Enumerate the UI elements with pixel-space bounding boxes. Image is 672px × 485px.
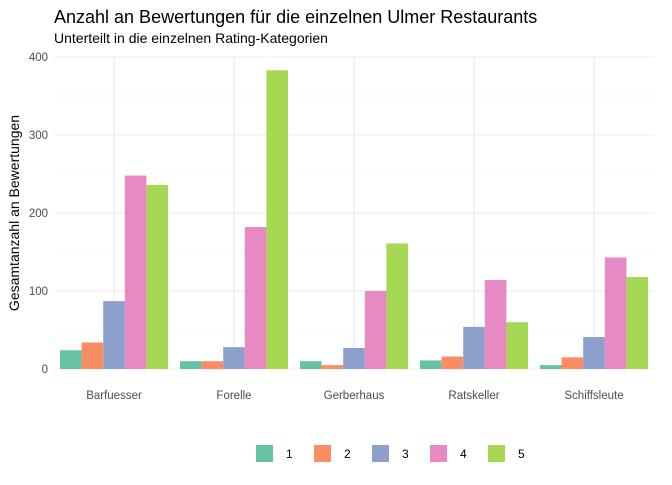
legend-label: 4: [460, 447, 467, 461]
y-tick-label: 200: [29, 208, 48, 220]
bars: [60, 70, 648, 369]
bar: [244, 227, 267, 369]
bar: [420, 360, 442, 369]
bar: [561, 357, 584, 369]
legend-label: 3: [402, 447, 409, 461]
x-tick-label: Ratskeller: [448, 390, 499, 402]
bar: [484, 280, 507, 369]
bar: [146, 184, 168, 369]
bar: [364, 291, 387, 369]
bar: [300, 361, 322, 369]
legend-label: 5: [518, 447, 525, 461]
bar: [463, 326, 485, 369]
y-tick-label: 100: [29, 286, 48, 298]
bar: [626, 276, 648, 369]
y-tick-label: 0: [42, 364, 48, 376]
legend: 1 2 3 4 5: [256, 445, 525, 462]
x-tick-label: Schiffsleute: [564, 390, 623, 402]
bar: [343, 347, 365, 369]
legend-key: [256, 445, 273, 462]
bar: [223, 347, 245, 369]
bar: [180, 361, 202, 369]
chart-title: Anzahl an Bewertungen für die einzelnen …: [54, 7, 537, 27]
x-tick-label: Forelle: [216, 390, 251, 402]
legend-key: [488, 445, 505, 462]
y-tick-label: 400: [29, 52, 48, 64]
x-tick-label: Gerberhaus: [324, 390, 385, 402]
legend-key: [314, 445, 331, 462]
bar: [386, 243, 408, 369]
legend-label: 1: [286, 447, 293, 461]
bar: [604, 257, 627, 369]
bar: [103, 301, 125, 369]
x-tick-label: Barfuesser: [86, 390, 142, 402]
legend-label: 2: [344, 447, 351, 461]
y-tick-labels: 0 100 200 300 400: [29, 52, 48, 376]
bar: [124, 175, 147, 369]
bar: [583, 337, 605, 369]
bar: [540, 365, 562, 369]
y-axis-title: Gesamtanzahl an Bewertungen: [6, 115, 22, 311]
bar: [201, 361, 224, 369]
bar: [506, 322, 528, 369]
chart-subtitle: Unterteilt in die einzelnen Rating-Kateg…: [54, 30, 328, 46]
legend-key: [430, 445, 447, 462]
y-tick-label: 300: [29, 130, 48, 142]
bar: [81, 342, 104, 369]
legend-key: [372, 445, 389, 462]
bar: [60, 350, 82, 369]
bar: [321, 365, 344, 369]
bar: [266, 70, 288, 369]
x-tick-labels: Barfuesser Forelle Gerberhaus Ratskeller Sch…: [86, 390, 623, 402]
bar: [441, 356, 464, 369]
